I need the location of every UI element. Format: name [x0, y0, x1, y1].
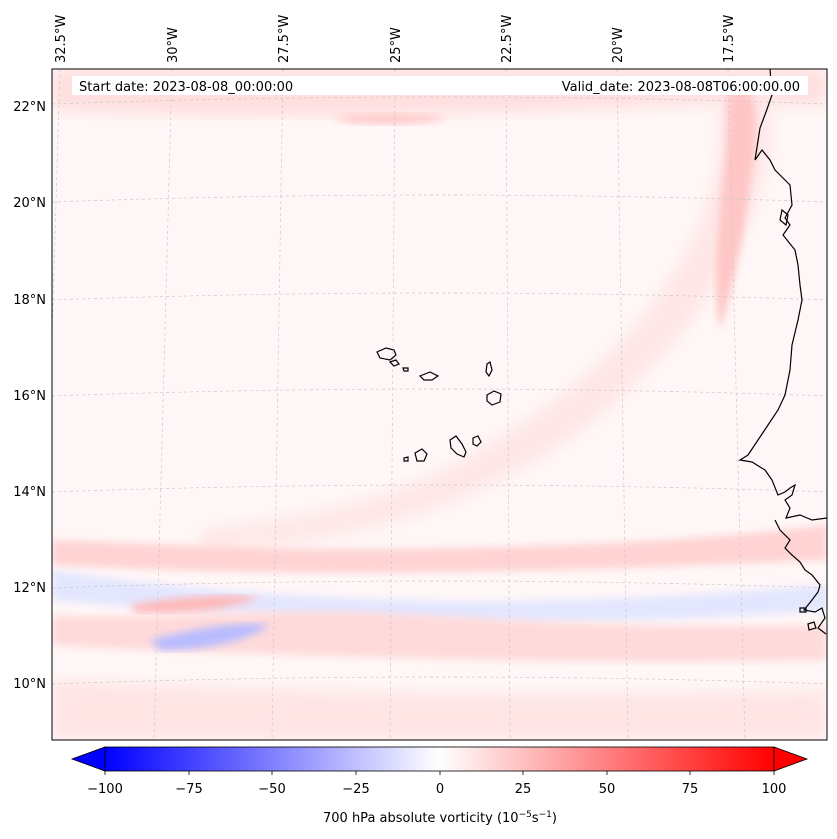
longitude-labels: 32.5°W 30°W 27.5°W 25°W 22.5°W 20°W 17.5…	[54, 15, 737, 63]
colorbar-tick-label: −75	[175, 782, 202, 797]
vorticity-pos-blob	[130, 595, 260, 613]
parallel-12n	[52, 580, 827, 589]
colorbar-tick-labels: −100 −75 −50 −25 0 25 50 75 100	[87, 782, 786, 797]
colorbar-label: 700 hPa absolute vorticity (10−5s−1)	[323, 810, 557, 826]
colorbar-tick-label: 100	[762, 782, 787, 797]
island-santiago	[449, 435, 467, 458]
parallel-14n	[52, 484, 827, 493]
island-santa-luzia	[402, 367, 409, 372]
lat-label-16n: 16°N	[13, 389, 46, 404]
parallel-22n	[52, 96, 827, 105]
lon-label-25w: 25°W	[389, 27, 404, 63]
colorbar-gradient	[104, 746, 775, 772]
island-boa-vista	[486, 390, 502, 406]
vorticity-south-neg-1	[52, 570, 827, 622]
colorbar-tick-label: 75	[682, 782, 699, 797]
colorbar-high-extension	[773, 746, 809, 772]
colorbar-tick-label: 50	[599, 782, 616, 797]
meridian-17-5w	[727, 69, 746, 740]
meridian-20w	[616, 69, 629, 740]
colorbar-label-exp1: −5	[519, 810, 532, 820]
island-sal	[485, 361, 493, 378]
coastlines	[376, 69, 827, 635]
date-banner	[72, 76, 808, 95]
colorbar-label-exp2: −1	[539, 810, 552, 820]
colorbar-tick-label: 25	[515, 782, 532, 797]
mauritania-inlet	[779, 208, 789, 227]
vorticity-bottom-band	[52, 680, 827, 740]
island-sao-vicente	[388, 359, 400, 367]
colorbar: −100 −75 −50 −25 0 25 50 75 100 700 hPa …	[70, 746, 809, 826]
colorbar-low-extension	[70, 746, 106, 772]
lat-label-22n: 22°N	[13, 100, 46, 115]
colorbar-tick-label: 0	[436, 782, 444, 797]
lon-label-30w: 30°W	[166, 27, 181, 63]
parallel-10n	[52, 676, 827, 685]
lon-label-17-5w: 17.5°W	[722, 15, 737, 63]
vorticity-field	[52, 69, 827, 740]
colorbar-label-text: 700 hPa absolute vorticity (10	[323, 811, 519, 826]
colorbar-ticks	[104, 771, 775, 775]
map-frame	[51, 68, 828, 741]
colorbar-tick-label: −100	[87, 782, 123, 797]
lat-label-20n: 20°N	[13, 196, 46, 211]
africa-coastline-south	[774, 519, 827, 635]
gridlines	[52, 69, 827, 740]
latitude-labels: 22°N 20°N 18°N 16°N 14°N 12°N 10°N	[13, 100, 46, 692]
meridian-25w	[389, 69, 396, 740]
lat-label-18n: 18°N	[13, 293, 46, 308]
colorbar-label-mid: s	[532, 811, 539, 826]
vorticity-south-pos-1	[52, 525, 827, 573]
lon-label-27-5w: 27.5°W	[277, 15, 292, 63]
map-panel: Start date: 2023-08-08_00:00:00 Valid_da…	[51, 68, 828, 741]
meridian-30w	[153, 69, 173, 740]
parallel-18n	[52, 292, 827, 301]
island-sao-nicolau	[418, 371, 440, 381]
africa-coastline	[738, 69, 827, 521]
lat-label-10n: 10°N	[13, 677, 46, 692]
valid-date: Valid_date: 2023-08-08T06:00:00.00	[562, 80, 800, 95]
bijagos-islands	[799, 607, 817, 631]
lon-label-32-5w: 32.5°W	[54, 15, 69, 63]
lat-label-12n: 12°N	[13, 581, 46, 596]
meridian-27-5w	[271, 69, 284, 740]
colorbar-tick-label: −25	[342, 782, 369, 797]
colorbar-tick-label: −50	[258, 782, 285, 797]
vorticity-coastal-streak	[716, 79, 756, 331]
vorticity-north-streak	[330, 113, 450, 125]
island-santo-antao	[376, 347, 397, 361]
parallel-20n	[52, 194, 827, 203]
island-brava	[403, 456, 409, 462]
island-maio	[472, 435, 482, 447]
lon-label-22-5w: 22.5°W	[500, 15, 515, 63]
meridian-22-5w	[505, 69, 511, 740]
start-date: Start date: 2023-08-08_00:00:00	[79, 80, 293, 95]
vorticity-neg-blob	[150, 623, 270, 651]
lat-label-14n: 14°N	[13, 485, 46, 500]
lon-label-20w: 20°W	[611, 27, 626, 63]
colorbar-label-end: )	[552, 811, 557, 826]
vorticity-diagonal-band	[200, 69, 770, 550]
parallel-16n	[52, 388, 827, 397]
island-fogo	[414, 448, 428, 462]
